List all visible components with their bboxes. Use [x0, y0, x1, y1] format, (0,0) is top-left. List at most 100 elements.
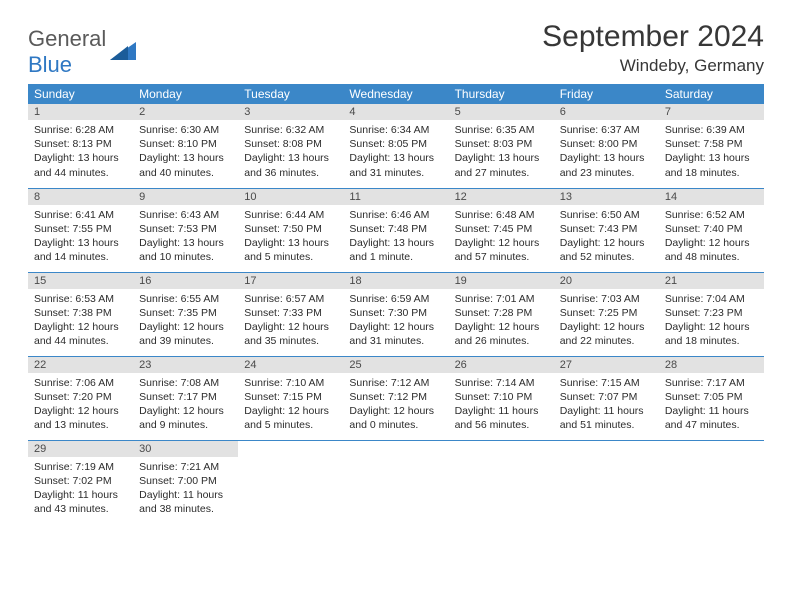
calendar-day-cell: 12Sunrise: 6:48 AMSunset: 7:45 PMDayligh…	[449, 188, 554, 272]
day-details: Sunrise: 6:57 AMSunset: 7:33 PMDaylight:…	[238, 289, 343, 352]
day-details: Sunrise: 6:28 AMSunset: 8:13 PMDaylight:…	[28, 120, 133, 183]
day-number: 16	[133, 273, 238, 289]
day-details: Sunrise: 7:03 AMSunset: 7:25 PMDaylight:…	[554, 289, 659, 352]
calendar-day-cell: 14Sunrise: 6:52 AMSunset: 7:40 PMDayligh…	[659, 188, 764, 272]
day-number: 10	[238, 189, 343, 205]
day-number: 7	[659, 104, 764, 120]
day-details: Sunrise: 7:15 AMSunset: 7:07 PMDaylight:…	[554, 373, 659, 436]
day-number: 14	[659, 189, 764, 205]
day-number: 25	[343, 357, 448, 373]
day-details: Sunrise: 7:04 AMSunset: 7:23 PMDaylight:…	[659, 289, 764, 352]
month-title: September 2024	[542, 20, 764, 54]
day-details: Sunrise: 6:43 AMSunset: 7:53 PMDaylight:…	[133, 205, 238, 268]
calendar-day-cell: 4Sunrise: 6:34 AMSunset: 8:05 PMDaylight…	[343, 104, 448, 188]
day-number: 29	[28, 441, 133, 457]
weekday-header: Saturday	[659, 84, 764, 104]
calendar-day-cell: 21Sunrise: 7:04 AMSunset: 7:23 PMDayligh…	[659, 272, 764, 356]
day-number: 21	[659, 273, 764, 289]
day-number: 11	[343, 189, 448, 205]
day-details: Sunrise: 7:08 AMSunset: 7:17 PMDaylight:…	[133, 373, 238, 436]
day-number: 23	[133, 357, 238, 373]
day-number: 1	[28, 104, 133, 120]
calendar-week-row: 8Sunrise: 6:41 AMSunset: 7:55 PMDaylight…	[28, 188, 764, 272]
calendar-day-cell: 24Sunrise: 7:10 AMSunset: 7:15 PMDayligh…	[238, 356, 343, 440]
day-number: 3	[238, 104, 343, 120]
calendar-day-cell: 27Sunrise: 7:15 AMSunset: 7:07 PMDayligh…	[554, 356, 659, 440]
day-details: Sunrise: 7:10 AMSunset: 7:15 PMDaylight:…	[238, 373, 343, 436]
calendar-day-cell: 18Sunrise: 6:59 AMSunset: 7:30 PMDayligh…	[343, 272, 448, 356]
day-details: Sunrise: 6:46 AMSunset: 7:48 PMDaylight:…	[343, 205, 448, 268]
day-details: Sunrise: 6:34 AMSunset: 8:05 PMDaylight:…	[343, 120, 448, 183]
calendar-day-cell: 30Sunrise: 7:21 AMSunset: 7:00 PMDayligh…	[133, 440, 238, 524]
day-details: Sunrise: 7:21 AMSunset: 7:00 PMDaylight:…	[133, 457, 238, 520]
day-details: Sunrise: 7:01 AMSunset: 7:28 PMDaylight:…	[449, 289, 554, 352]
calendar-day-cell: 2Sunrise: 6:30 AMSunset: 8:10 PMDaylight…	[133, 104, 238, 188]
calendar-day-cell: 15Sunrise: 6:53 AMSunset: 7:38 PMDayligh…	[28, 272, 133, 356]
calendar-day-cell: 17Sunrise: 6:57 AMSunset: 7:33 PMDayligh…	[238, 272, 343, 356]
calendar-week-row: 29Sunrise: 7:19 AMSunset: 7:02 PMDayligh…	[28, 440, 764, 524]
day-number: 13	[554, 189, 659, 205]
calendar-day-cell: 1Sunrise: 6:28 AMSunset: 8:13 PMDaylight…	[28, 104, 133, 188]
calendar-day-cell: 6Sunrise: 6:37 AMSunset: 8:00 PMDaylight…	[554, 104, 659, 188]
calendar-day-cell	[659, 440, 764, 524]
calendar-day-cell: 19Sunrise: 7:01 AMSunset: 7:28 PMDayligh…	[449, 272, 554, 356]
calendar-day-cell: 26Sunrise: 7:14 AMSunset: 7:10 PMDayligh…	[449, 356, 554, 440]
calendar-week-row: 1Sunrise: 6:28 AMSunset: 8:13 PMDaylight…	[28, 104, 764, 188]
calendar-day-cell	[554, 440, 659, 524]
logo-text: General Blue	[28, 26, 106, 78]
day-number: 20	[554, 273, 659, 289]
weekday-header-row: Sunday Monday Tuesday Wednesday Thursday…	[28, 84, 764, 104]
header: General Blue September 2024 Windeby, Ger…	[28, 20, 764, 78]
day-details: Sunrise: 7:19 AMSunset: 7:02 PMDaylight:…	[28, 457, 133, 520]
weekday-header: Sunday	[28, 84, 133, 104]
day-details: Sunrise: 6:59 AMSunset: 7:30 PMDaylight:…	[343, 289, 448, 352]
weekday-header: Thursday	[449, 84, 554, 104]
calendar-day-cell: 20Sunrise: 7:03 AMSunset: 7:25 PMDayligh…	[554, 272, 659, 356]
day-details: Sunrise: 7:06 AMSunset: 7:20 PMDaylight:…	[28, 373, 133, 436]
title-block: September 2024 Windeby, Germany	[542, 20, 764, 76]
calendar-day-cell: 7Sunrise: 6:39 AMSunset: 7:58 PMDaylight…	[659, 104, 764, 188]
calendar-day-cell: 8Sunrise: 6:41 AMSunset: 7:55 PMDaylight…	[28, 188, 133, 272]
weekday-header: Monday	[133, 84, 238, 104]
day-number: 24	[238, 357, 343, 373]
calendar-day-cell	[238, 440, 343, 524]
calendar-day-cell: 3Sunrise: 6:32 AMSunset: 8:08 PMDaylight…	[238, 104, 343, 188]
day-number: 6	[554, 104, 659, 120]
calendar-table: Sunday Monday Tuesday Wednesday Thursday…	[28, 84, 764, 524]
calendar-day-cell: 22Sunrise: 7:06 AMSunset: 7:20 PMDayligh…	[28, 356, 133, 440]
calendar-day-cell: 25Sunrise: 7:12 AMSunset: 7:12 PMDayligh…	[343, 356, 448, 440]
calendar-day-cell: 9Sunrise: 6:43 AMSunset: 7:53 PMDaylight…	[133, 188, 238, 272]
day-number: 27	[554, 357, 659, 373]
day-details: Sunrise: 6:41 AMSunset: 7:55 PMDaylight:…	[28, 205, 133, 268]
calendar-day-cell: 16Sunrise: 6:55 AMSunset: 7:35 PMDayligh…	[133, 272, 238, 356]
day-details: Sunrise: 7:17 AMSunset: 7:05 PMDaylight:…	[659, 373, 764, 436]
calendar-day-cell: 28Sunrise: 7:17 AMSunset: 7:05 PMDayligh…	[659, 356, 764, 440]
calendar-day-cell: 10Sunrise: 6:44 AMSunset: 7:50 PMDayligh…	[238, 188, 343, 272]
logo-word1: General	[28, 26, 106, 51]
weekday-header: Wednesday	[343, 84, 448, 104]
calendar-day-cell	[449, 440, 554, 524]
day-number: 15	[28, 273, 133, 289]
calendar-day-cell: 29Sunrise: 7:19 AMSunset: 7:02 PMDayligh…	[28, 440, 133, 524]
day-number: 18	[343, 273, 448, 289]
calendar-day-cell: 5Sunrise: 6:35 AMSunset: 8:03 PMDaylight…	[449, 104, 554, 188]
day-number: 30	[133, 441, 238, 457]
day-number: 17	[238, 273, 343, 289]
weekday-header: Tuesday	[238, 84, 343, 104]
day-details: Sunrise: 6:37 AMSunset: 8:00 PMDaylight:…	[554, 120, 659, 183]
day-number: 12	[449, 189, 554, 205]
day-number: 22	[28, 357, 133, 373]
day-details: Sunrise: 6:35 AMSunset: 8:03 PMDaylight:…	[449, 120, 554, 183]
day-number: 26	[449, 357, 554, 373]
weekday-header: Friday	[554, 84, 659, 104]
calendar-day-cell	[343, 440, 448, 524]
day-number: 4	[343, 104, 448, 120]
day-number: 8	[28, 189, 133, 205]
day-number: 5	[449, 104, 554, 120]
day-details: Sunrise: 6:30 AMSunset: 8:10 PMDaylight:…	[133, 120, 238, 183]
location: Windeby, Germany	[542, 56, 764, 76]
day-details: Sunrise: 6:52 AMSunset: 7:40 PMDaylight:…	[659, 205, 764, 268]
day-details: Sunrise: 6:53 AMSunset: 7:38 PMDaylight:…	[28, 289, 133, 352]
calendar-day-cell: 13Sunrise: 6:50 AMSunset: 7:43 PMDayligh…	[554, 188, 659, 272]
day-details: Sunrise: 7:14 AMSunset: 7:10 PMDaylight:…	[449, 373, 554, 436]
